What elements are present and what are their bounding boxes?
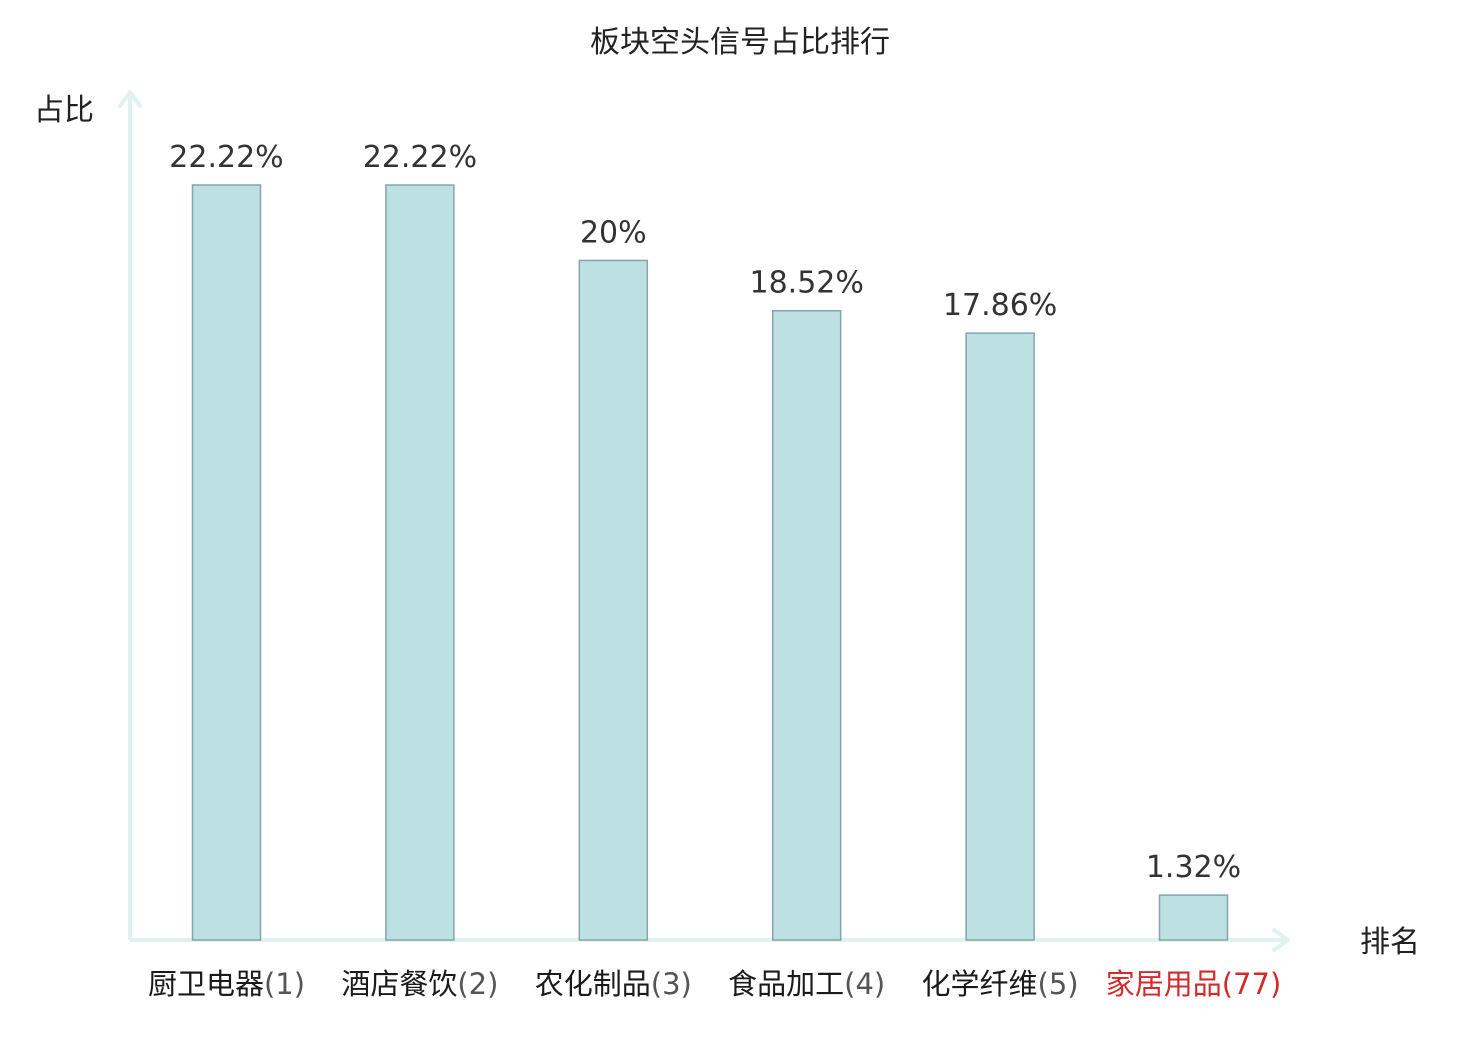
- x-tick-label-5: 化学纤维(5): [922, 967, 1079, 1001]
- value-label-5: 17.86%: [943, 288, 1057, 323]
- bar-2: [385, 184, 455, 941]
- tick-category: 厨卫电器: [148, 967, 264, 1001]
- value-label-1: 22.22%: [169, 140, 283, 175]
- tick-category: 化学纤维: [922, 967, 1038, 1001]
- value-label-4: 18.52%: [750, 266, 864, 301]
- chart-title: 板块空头信号占比排行: [590, 25, 890, 60]
- tick-rank: (2): [457, 967, 498, 1001]
- tick-rank: (1): [264, 967, 305, 1001]
- bar-1: [191, 184, 262, 941]
- bar-4: [771, 309, 842, 941]
- tick-category: 农化制品: [535, 967, 651, 1001]
- x-tick-labels: 厨卫电器(1) 酒店餐饮(2) 农化制品(3) 食品加工(4) 化学纤维(5) 家居用品(…: [148, 967, 1281, 1001]
- y-axis-arrow: [118, 90, 142, 108]
- value-label-6: 1.32%: [1146, 850, 1241, 885]
- value-label-3: 20%: [580, 215, 647, 250]
- tick-rank: (5): [1038, 967, 1079, 1001]
- value-label-2: 22.22%: [363, 140, 477, 175]
- tick-category: 家居用品: [1106, 967, 1222, 1001]
- value-labels: 22.22% 22.22% 20% 18.52% 17.86% 1.32%: [169, 140, 1241, 885]
- bar-3: [578, 259, 649, 941]
- x-tick-label-1: 厨卫电器(1): [148, 967, 305, 1001]
- bar-6: [1158, 894, 1229, 941]
- tick-category: 食品加工: [728, 967, 844, 1001]
- x-tick-label-6: 家居用品(77): [1106, 967, 1282, 1001]
- axes: [118, 90, 1290, 952]
- x-tick-label-3: 农化制品(3): [535, 967, 692, 1001]
- x-tick-label-2: 酒店餐饮(2): [341, 967, 498, 1001]
- x-axis-label: 排名: [1360, 925, 1420, 960]
- tick-rank: (3): [651, 967, 692, 1001]
- y-axis-label: 占比: [34, 93, 94, 128]
- x-axis-arrow: [1272, 928, 1290, 952]
- tick-category: 酒店餐饮: [341, 967, 457, 1001]
- bar-5: [965, 332, 1035, 941]
- x-tick-label-4: 食品加工(4): [728, 967, 885, 1001]
- tick-rank: (4): [844, 967, 885, 1001]
- tick-rank: (77): [1222, 967, 1282, 1001]
- bars: [191, 184, 1229, 941]
